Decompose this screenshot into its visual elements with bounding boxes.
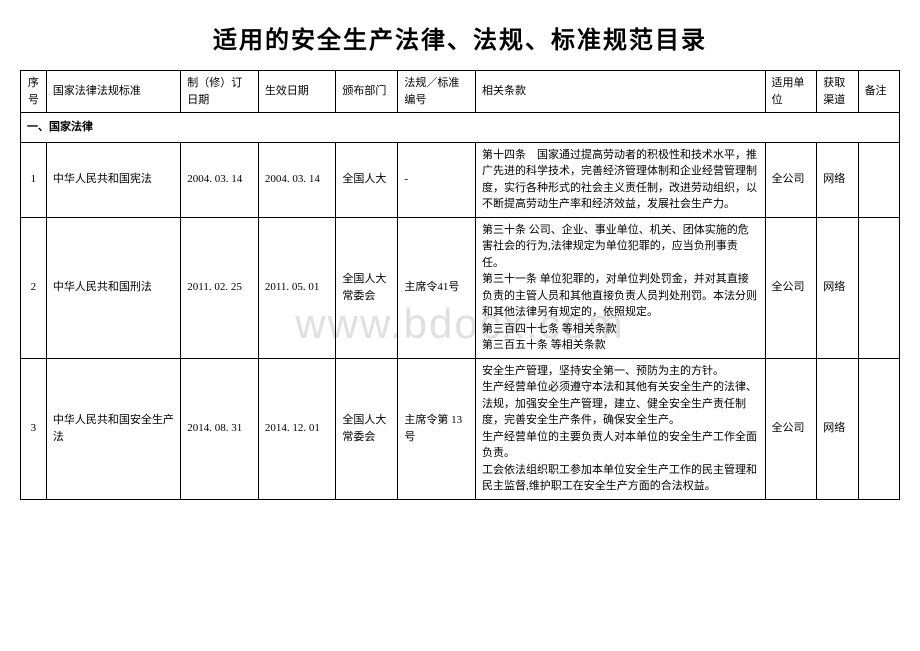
cell-unit: 全公司 — [765, 142, 817, 217]
cell-revise-date: 2011. 02. 25 — [181, 217, 259, 358]
page-title: 适用的安全生产法律、法规、标准规范目录 — [20, 20, 900, 55]
header-remark: 备注 — [858, 71, 899, 113]
header-name: 国家法律法规标准 — [46, 71, 180, 113]
cell-name: 中华人民共和国宪法 — [46, 142, 180, 217]
header-channel: 获取渠道 — [817, 71, 858, 113]
table-row: 1 中华人民共和国宪法 2004. 03. 14 2004. 03. 14 全国… — [21, 142, 900, 217]
cell-remark — [858, 142, 899, 217]
header-revise-date: 制（修）订日期 — [181, 71, 259, 113]
cell-clause: 安全生产管理，坚持安全第一、预防为主的方针。 生产经营单位必须遵守本法和其他有关… — [475, 358, 765, 499]
cell-revise-date: 2014. 08. 31 — [181, 358, 259, 499]
header-code: 法规／标准编号 — [398, 71, 476, 113]
cell-effect-date: 2011. 05. 01 — [258, 217, 336, 358]
cell-name: 中华人民共和国安全生产法 — [46, 358, 180, 499]
table-row: 3 中华人民共和国安全生产法 2014. 08. 31 2014. 12. 01… — [21, 358, 900, 499]
cell-channel: 网络 — [817, 217, 858, 358]
cell-code: - — [398, 142, 476, 217]
cell-revise-date: 2004. 03. 14 — [181, 142, 259, 217]
cell-effect-date: 2014. 12. 01 — [258, 358, 336, 499]
cell-channel: 网络 — [817, 142, 858, 217]
cell-clause: 第三十条 公司、企业、事业单位、机关、团体实施的危害社会的行为,法律规定为单位犯… — [475, 217, 765, 358]
header-unit: 适用单位 — [765, 71, 817, 113]
header-seq: 序号 — [21, 71, 47, 113]
header-effect-date: 生效日期 — [258, 71, 336, 113]
regulation-table: 序号 国家法律法规标准 制（修）订日期 生效日期 颁布部门 法规／标准编号 相关… — [20, 70, 900, 500]
cell-name: 中华人民共和国刑法 — [46, 217, 180, 358]
cell-dept: 全国人大常委会 — [336, 358, 398, 499]
cell-remark — [858, 358, 899, 499]
cell-code: 主席令第 13 号 — [398, 358, 476, 499]
cell-unit: 全公司 — [765, 217, 817, 358]
cell-channel: 网络 — [817, 358, 858, 499]
header-dept: 颁布部门 — [336, 71, 398, 113]
cell-clause: 第十四条 国家通过提高劳动者的积极性和技术水平，推广先进的科学技术，完善经济管理… — [475, 142, 765, 217]
section-row: 一、国家法律 — [21, 113, 900, 143]
cell-code: 主席令41号 — [398, 217, 476, 358]
cell-remark — [858, 217, 899, 358]
cell-seq: 1 — [21, 142, 47, 217]
cell-seq: 3 — [21, 358, 47, 499]
cell-dept: 全国人大常委会 — [336, 217, 398, 358]
cell-effect-date: 2004. 03. 14 — [258, 142, 336, 217]
section-title: 一、国家法律 — [21, 113, 900, 143]
table-header-row: 序号 国家法律法规标准 制（修）订日期 生效日期 颁布部门 法规／标准编号 相关… — [21, 71, 900, 113]
cell-dept: 全国人大 — [336, 142, 398, 217]
table-row: 2 中华人民共和国刑法 2011. 02. 25 2011. 05. 01 全国… — [21, 217, 900, 358]
header-clause: 相关条款 — [475, 71, 765, 113]
cell-unit: 全公司 — [765, 358, 817, 499]
cell-seq: 2 — [21, 217, 47, 358]
